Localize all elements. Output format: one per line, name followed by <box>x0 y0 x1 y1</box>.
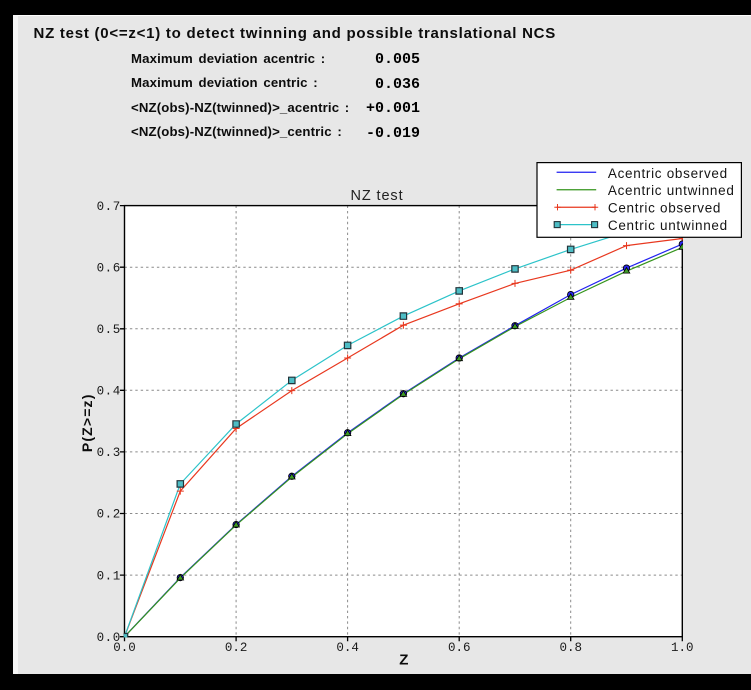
svg-text:0.7: 0.7 <box>97 200 121 214</box>
svg-text:Centric observed: Centric observed <box>608 201 721 216</box>
svg-text:Acentric observed: Acentric observed <box>608 166 728 181</box>
svg-text:Acentric untwinned: Acentric untwinned <box>608 183 735 198</box>
svg-text:0.6: 0.6 <box>97 261 121 275</box>
svg-text:0.5: 0.5 <box>97 323 121 337</box>
svg-text:NZ test: NZ test <box>350 188 403 204</box>
svg-text:0.8: 0.8 <box>559 641 582 655</box>
svg-text:0.4: 0.4 <box>97 385 121 399</box>
svg-text:0.6: 0.6 <box>448 641 471 655</box>
svg-text:0.1: 0.1 <box>97 569 121 583</box>
svg-text:0.2: 0.2 <box>225 641 248 655</box>
svg-text:Centric untwinned: Centric untwinned <box>608 218 728 233</box>
svg-text:P(Z>=z): P(Z>=z) <box>79 393 95 452</box>
svg-text:0.4: 0.4 <box>336 641 359 655</box>
svg-text:0.0: 0.0 <box>97 631 121 645</box>
svg-text:1.0: 1.0 <box>671 641 694 655</box>
svg-text:0.0: 0.0 <box>113 641 136 655</box>
svg-text:0.3: 0.3 <box>97 446 121 460</box>
svg-text:0.2: 0.2 <box>97 508 121 522</box>
svg-text:Z: Z <box>399 652 408 669</box>
